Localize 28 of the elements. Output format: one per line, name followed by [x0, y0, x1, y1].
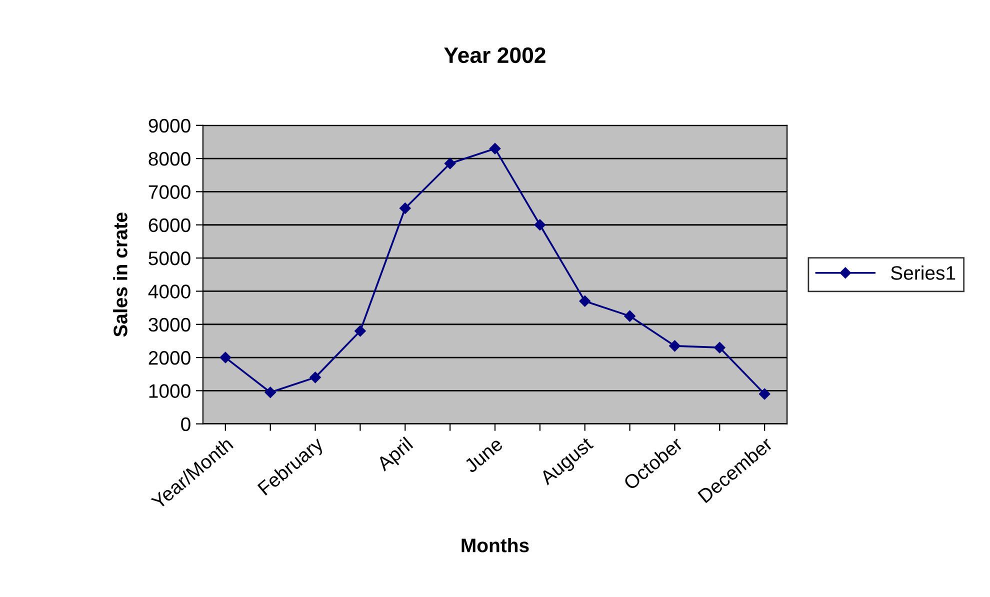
y-tick-label: 1000 — [149, 384, 190, 398]
point — [489, 142, 501, 154]
y-axis-title: Sales in crate — [113, 212, 128, 337]
y-tick-label: 6000 — [148, 218, 190, 232]
point — [444, 158, 456, 170]
point — [758, 388, 770, 400]
y-tick-label: 2000 — [148, 351, 190, 365]
point — [310, 372, 321, 384]
point — [354, 325, 366, 337]
point — [400, 202, 411, 214]
legend-label: Series1 — [891, 266, 956, 280]
y-tick-label: 4000 — [148, 284, 190, 298]
x-axis-title: Months — [462, 538, 529, 552]
point — [714, 342, 726, 354]
point — [264, 386, 276, 398]
y-tick-label: 5000 — [148, 252, 190, 266]
point — [669, 340, 680, 352]
y-tick-label: 8000 — [148, 152, 190, 166]
y-tick-label: 0 — [181, 417, 190, 432]
y-tick-label: 7000 — [148, 185, 190, 199]
point — [534, 219, 546, 230]
point — [220, 352, 232, 364]
point — [579, 296, 590, 307]
point — [624, 310, 636, 322]
chart-title: Year 2002 — [444, 47, 546, 64]
x-tick-label: June — [463, 436, 504, 474]
y-tick-label: 9000 — [148, 118, 190, 133]
y-tick-label: 3000 — [148, 318, 190, 332]
